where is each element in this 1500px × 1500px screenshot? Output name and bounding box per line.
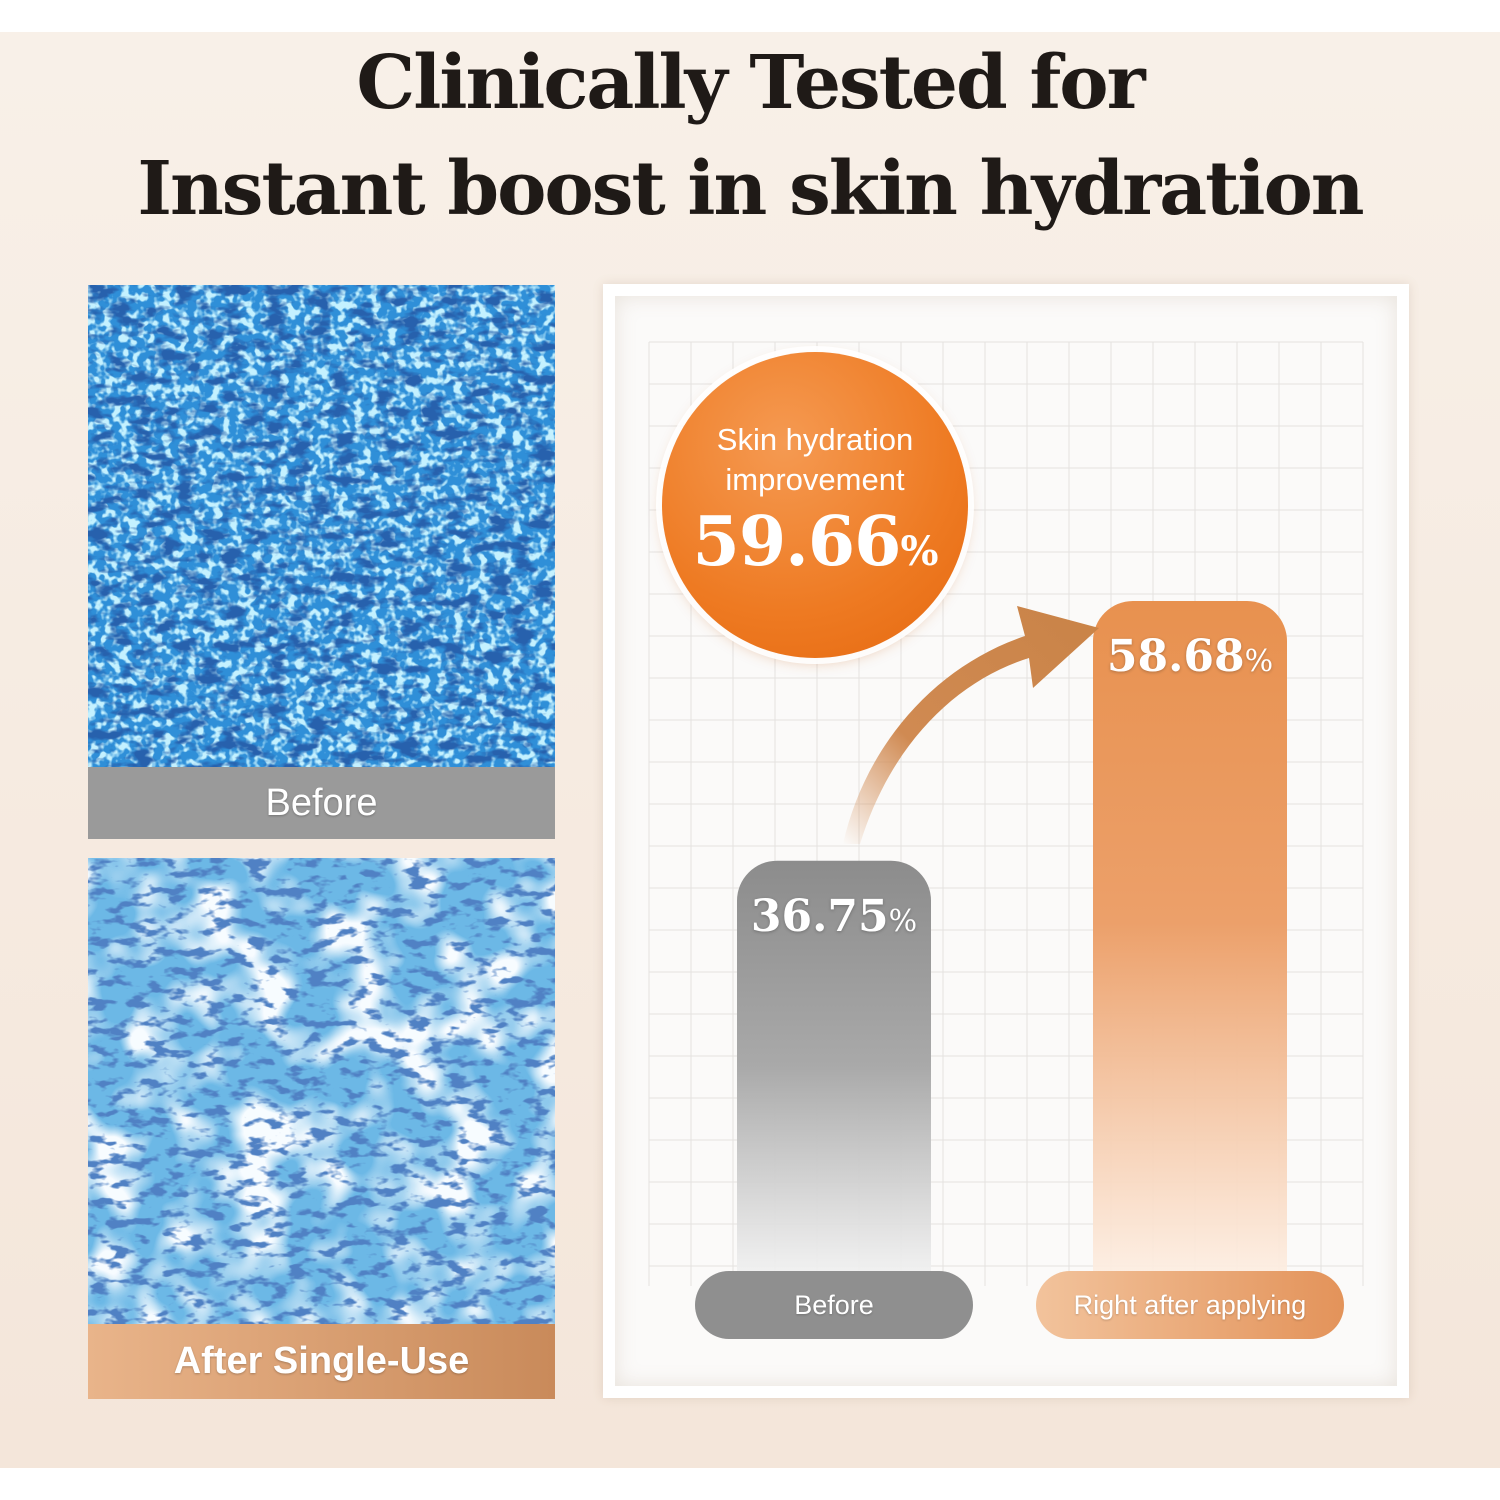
- bar-after: [1093, 601, 1287, 1316]
- headline: Clinically Tested for Instant boost in s…: [0, 30, 1500, 242]
- after-skin-photo: [88, 858, 555, 1324]
- bar-before: [737, 860, 931, 1316]
- improvement-badge: Skin hydration improvement 59.66%: [662, 352, 968, 658]
- badge-label: Skin hydration improvement: [662, 420, 968, 500]
- bar-value-unit: %: [1244, 644, 1274, 679]
- headline-line-2: Instant boost in skin hydration: [137, 146, 1364, 232]
- category-label-after: Right after applying: [1036, 1271, 1344, 1339]
- category-label-before: Before: [695, 1271, 973, 1339]
- bar-chart: [648, 341, 1364, 1316]
- before-skin-photo: [88, 285, 555, 767]
- bar-value-unit: %: [888, 903, 918, 939]
- headline-line-1: Clinically Tested for: [356, 40, 1145, 126]
- badge-label-line-1: Skin hydration: [716, 422, 914, 457]
- bar-value-label: 36.75%: [737, 891, 931, 942]
- bar-value-number: 36.75: [750, 890, 889, 942]
- growth-arrow: [843, 606, 1099, 844]
- badge-unit: %: [900, 528, 938, 575]
- bar-value-number: 58.68: [1106, 631, 1245, 682]
- badge-number: 59.66: [692, 502, 902, 582]
- before-photo-label: Before: [88, 767, 555, 839]
- badge-value: 59.66%: [662, 502, 968, 582]
- badge-label-line-2: improvement: [725, 462, 905, 497]
- bar-value-label: 58.68%: [1093, 631, 1287, 682]
- after-photo-label: After Single-Use: [88, 1324, 555, 1399]
